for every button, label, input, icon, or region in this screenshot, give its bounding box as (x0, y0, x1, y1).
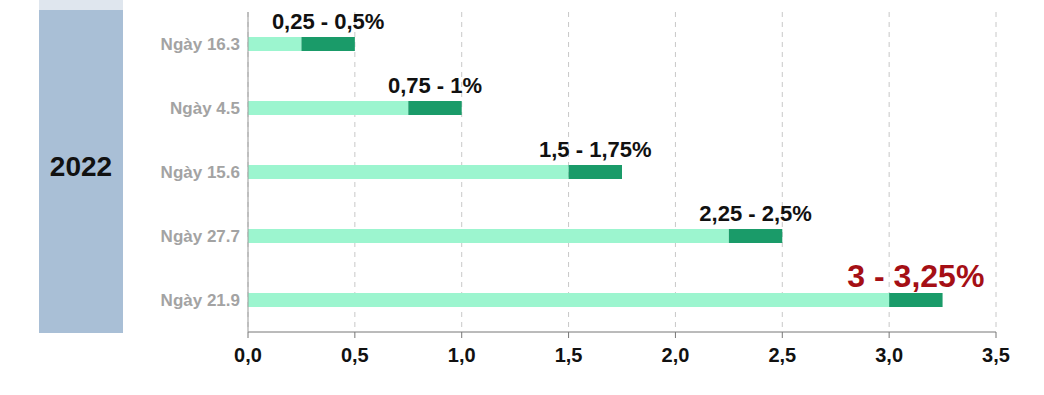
svg-text:3,5: 3,5 (982, 344, 1010, 366)
svg-text:0,5: 0,5 (341, 344, 369, 366)
svg-text:Ngày 27.7: Ngày 27.7 (161, 227, 240, 246)
svg-text:0,75 - 1%: 0,75 - 1% (388, 73, 482, 98)
svg-text:1,5: 1,5 (555, 344, 583, 366)
svg-text:0,25 - 0,5%: 0,25 - 0,5% (272, 9, 385, 34)
svg-text:Ngày 21.9: Ngày 21.9 (161, 291, 240, 310)
svg-text:2,25 - 2,5%: 2,25 - 2,5% (699, 201, 812, 226)
svg-text:3,0: 3,0 (875, 344, 903, 366)
svg-text:1,5 - 1,75%: 1,5 - 1,75% (539, 137, 652, 162)
svg-text:Ngày 4.5: Ngày 4.5 (170, 99, 240, 118)
svg-text:2,0: 2,0 (662, 344, 690, 366)
svg-text:1,0: 1,0 (448, 344, 476, 366)
svg-text:2,5: 2,5 (768, 344, 796, 366)
html-text:2022: 2022 (49, 150, 113, 182)
svg-text:3 - 3,25%: 3 - 3,25% (847, 258, 984, 294)
svg-text:Ngày 15.6: Ngày 15.6 (161, 163, 240, 182)
svg-text:Ngày 16.3: Ngày 16.3 (161, 35, 240, 54)
svg-text:0,0: 0,0 (234, 344, 262, 366)
